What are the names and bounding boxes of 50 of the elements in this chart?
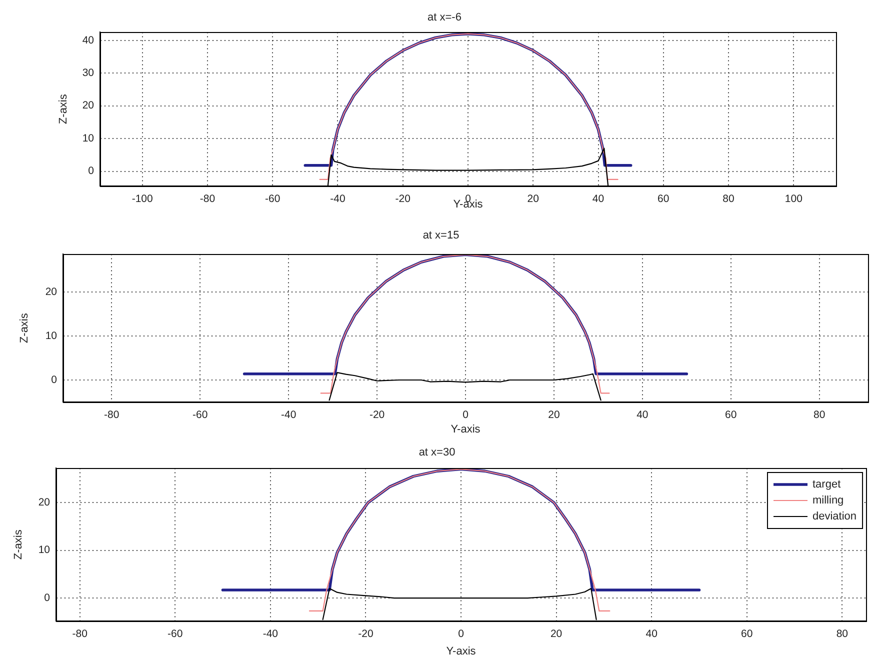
x-tick-label: -20 (358, 628, 374, 640)
chart-title: at x=30 (418, 446, 456, 459)
x-tick-label: -80 (104, 409, 120, 422)
x-tick-label: 20 (550, 628, 562, 640)
y-tick-label: 20 (38, 496, 50, 508)
x-tick-label: 80 (722, 193, 735, 206)
y-tick-label: 0 (88, 165, 94, 178)
x-tick-label: 80 (814, 409, 826, 422)
x-tick-label: -40 (280, 409, 296, 422)
x-tick-label: 80 (836, 628, 848, 640)
x-axis-title: Y-axis (446, 645, 476, 658)
y-tick-label: 10 (38, 544, 50, 556)
x-tick-label: -80 (72, 628, 88, 640)
y-axis-title: Z-axis (12, 529, 25, 560)
x-tick-label: -60 (168, 628, 183, 640)
legend-label: milling (812, 494, 844, 507)
x-tick-label: -20 (369, 409, 385, 422)
x-tick-label: -20 (395, 193, 411, 206)
y-tick-label: 0 (51, 374, 58, 386)
y-axis-title: Z-axis (18, 312, 31, 344)
y-axis-title: Z-axis (58, 94, 70, 124)
legend-label: deviation (812, 510, 857, 523)
chart-title: at x=-6 (428, 12, 462, 24)
x-tick-label: -40 (262, 628, 278, 640)
x-tick-label: 60 (725, 409, 737, 422)
x-tick-label: -60 (192, 409, 208, 422)
x-tick-label: 40 (646, 628, 658, 640)
legend-label: target (812, 478, 841, 491)
y-tick-label: 0 (44, 592, 50, 604)
y-tick-label: 10 (82, 132, 94, 144)
y-tick-label: 40 (82, 34, 94, 46)
x-tick-label: 100 (784, 193, 803, 206)
x-tick-label: -80 (200, 193, 216, 206)
x-tick-label: 40 (592, 193, 604, 206)
x-tick-label: 60 (741, 628, 753, 640)
y-tick-label: 20 (45, 286, 58, 298)
x-tick-label: 0 (458, 628, 464, 640)
chart-title: at x=15 (422, 230, 460, 242)
x-axis-title: Y-axis (450, 423, 481, 436)
y-tick-label: 10 (45, 330, 58, 342)
x-tick-label: 0 (462, 409, 469, 422)
x-tick-label: -40 (330, 193, 346, 206)
x-tick-label: -100 (132, 193, 154, 206)
x-tick-label: 20 (527, 193, 540, 206)
y-tick-label: 20 (82, 100, 94, 112)
x-tick-label: -60 (265, 193, 280, 206)
x-tick-label: 40 (636, 409, 648, 422)
y-tick-label: 30 (82, 66, 94, 79)
x-tick-label: 20 (548, 409, 560, 422)
x-tick-label: 60 (658, 193, 670, 206)
